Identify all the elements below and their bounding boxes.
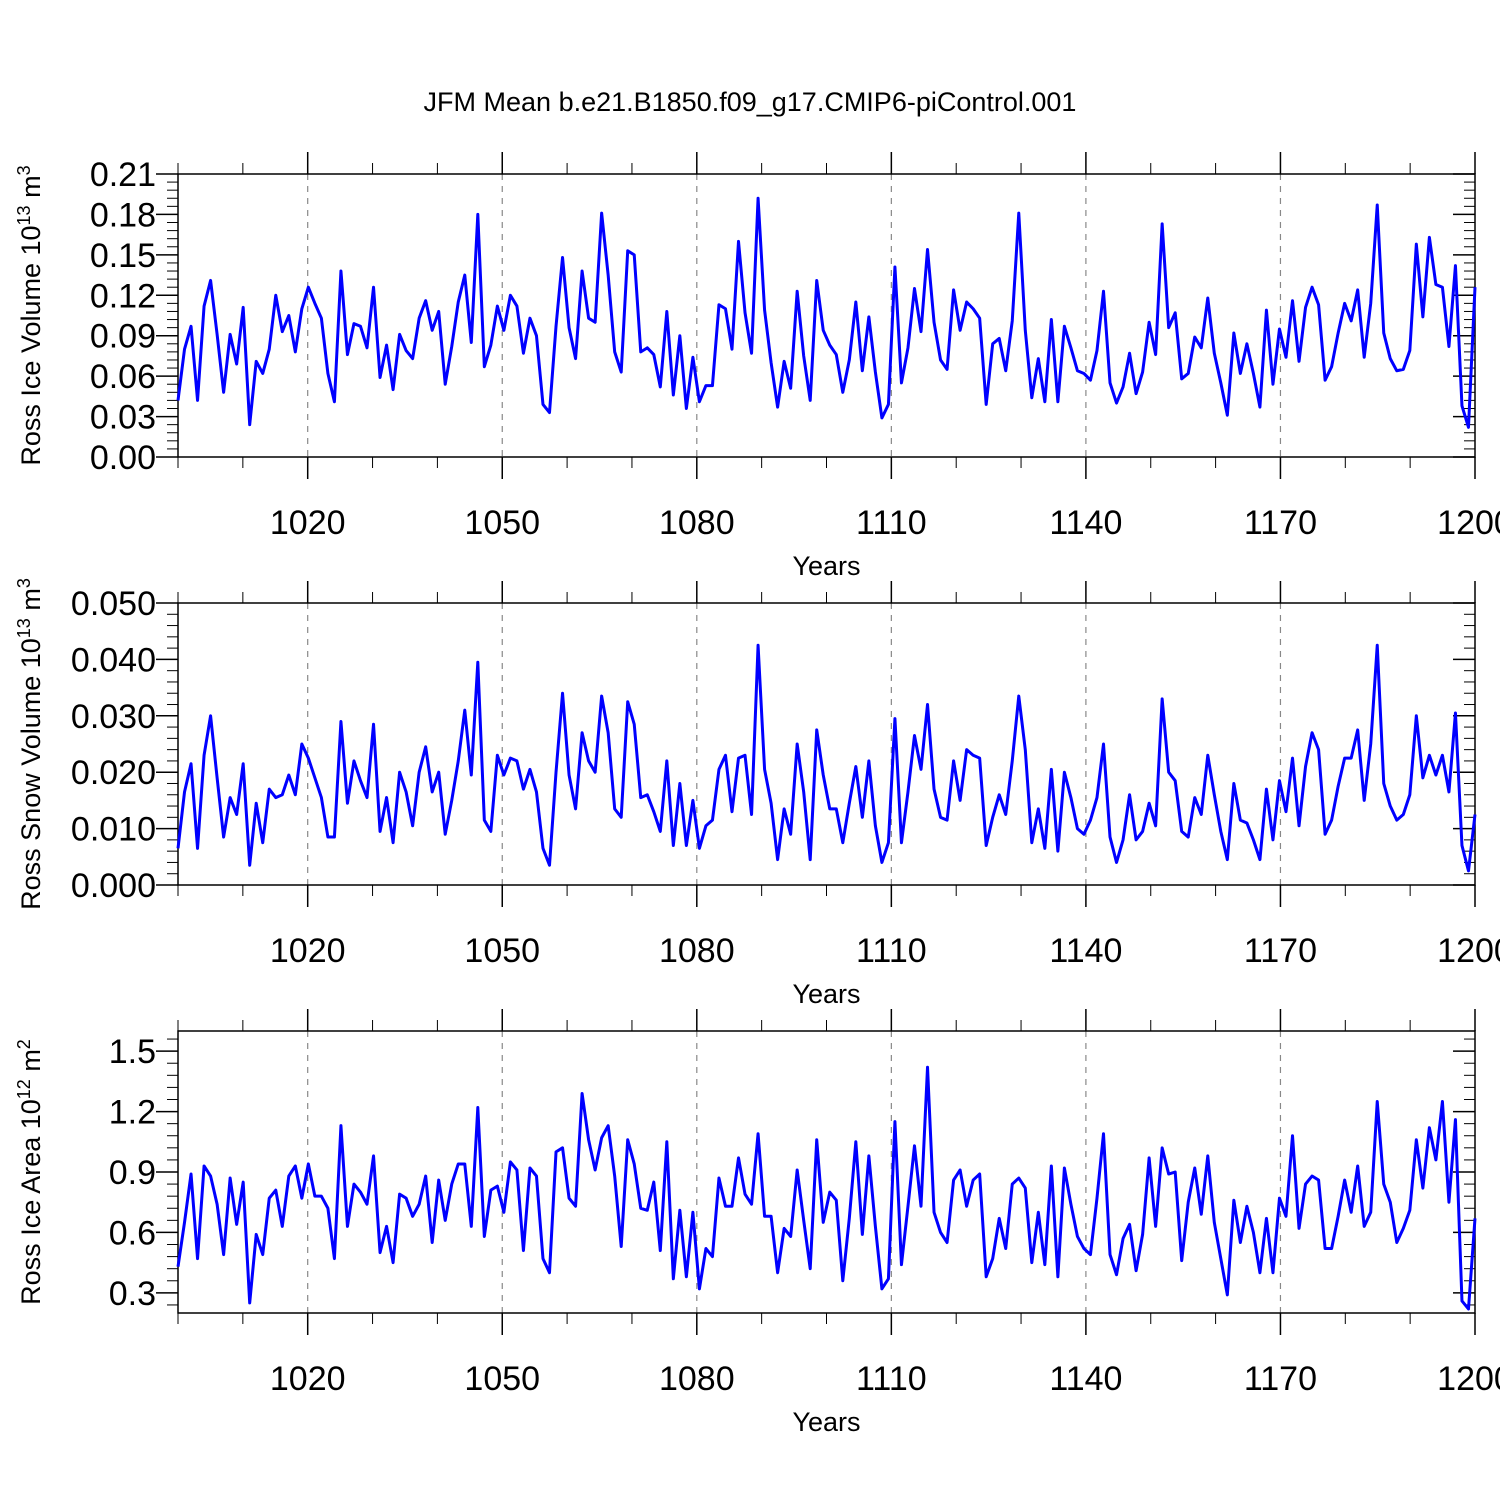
x-tick-label: 1170 xyxy=(1244,932,1317,970)
data-series-line xyxy=(176,1065,1477,1311)
x-tick-label: 1050 xyxy=(464,1360,540,1398)
data-series-line xyxy=(176,196,1477,429)
x-tick-label: 1050 xyxy=(464,932,540,970)
y-tick-label: 0.09 xyxy=(90,318,156,356)
y-axis-label-exponent: 13 xyxy=(14,618,34,638)
x-tick-label: 1170 xyxy=(1244,1360,1317,1398)
x-tick-label: 1110 xyxy=(856,1360,927,1398)
y-tick-label: 0.18 xyxy=(90,196,156,234)
y-tick-label: 0.03 xyxy=(90,399,156,437)
y-axis-label-unit-exponent: 3 xyxy=(14,578,34,588)
x-axis-label: Years xyxy=(792,551,860,581)
y-tick-label: 0.050 xyxy=(71,585,156,623)
y-axis-label: Ross Snow Volume 1013 m3 xyxy=(14,578,46,910)
y-axis-label-unit-exponent: 3 xyxy=(14,165,34,175)
y-tick-label: 0.15 xyxy=(90,237,156,275)
y-tick-label: 0.12 xyxy=(90,277,156,315)
y-axis-label-exponent: 13 xyxy=(14,205,34,225)
y-tick-label: 0.6 xyxy=(109,1214,156,1252)
y-axis-label-text: Ross Ice Volume 10 xyxy=(16,225,46,465)
y-axis-label: Ross Ice Area 1012 m2 xyxy=(14,1039,46,1305)
y-tick-label: 0.21 xyxy=(90,156,156,194)
data-series-line xyxy=(176,643,1477,873)
y-tick-label: 0.020 xyxy=(71,754,156,792)
y-axis-label-text: Ross Snow Volume 10 xyxy=(16,638,46,910)
x-tick-label: 1080 xyxy=(659,932,735,970)
x-tick-label: 1140 xyxy=(1049,504,1122,542)
y-axis-label: Ross Ice Volume 1013 m3 xyxy=(14,165,46,465)
x-tick-label: 1020 xyxy=(270,504,346,542)
x-tick-label: 1140 xyxy=(1049,932,1122,970)
x-tick-label: 1170 xyxy=(1244,504,1317,542)
y-axis-label-exponent: 12 xyxy=(14,1079,34,1099)
x-tick-label: 1080 xyxy=(659,1360,735,1398)
y-axis-label-text: Ross Ice Area 10 xyxy=(16,1099,46,1305)
x-axis-label: Years xyxy=(792,1407,860,1437)
y-tick-label: 0.010 xyxy=(71,811,156,849)
y-tick-label: 0.000 xyxy=(71,867,156,905)
x-tick-label: 1020 xyxy=(270,932,346,970)
y-axis-label-unit: m xyxy=(16,1049,46,1079)
y-axis-label-unit-exponent: 2 xyxy=(14,1039,34,1049)
y-tick-label: 1.5 xyxy=(109,1033,156,1071)
y-axis-label-unit: m xyxy=(16,175,46,205)
y-tick-label: 0.030 xyxy=(71,698,156,736)
chart-title: JFM Mean b.e21.B1850.f09_g17.CMIP6-piCon… xyxy=(424,87,1077,117)
y-tick-label: 0.3 xyxy=(109,1275,156,1313)
y-tick-label: 1.2 xyxy=(109,1094,156,1132)
x-tick-label: 1080 xyxy=(659,504,735,542)
y-tick-label: 0.06 xyxy=(90,358,156,396)
x-tick-label: 1020 xyxy=(270,1360,346,1398)
y-tick-label: 0.040 xyxy=(71,641,156,679)
x-tick-label: 1110 xyxy=(856,504,927,542)
y-tick-label: 0.00 xyxy=(90,439,156,477)
x-tick-label: 1140 xyxy=(1049,1360,1122,1398)
x-axis-label: Years xyxy=(792,979,860,1009)
y-axis-label-unit: m xyxy=(16,588,46,618)
x-tick-label: 1110 xyxy=(856,932,927,970)
y-tick-label: 0.9 xyxy=(109,1154,156,1192)
x-tick-label: 1050 xyxy=(464,504,540,542)
